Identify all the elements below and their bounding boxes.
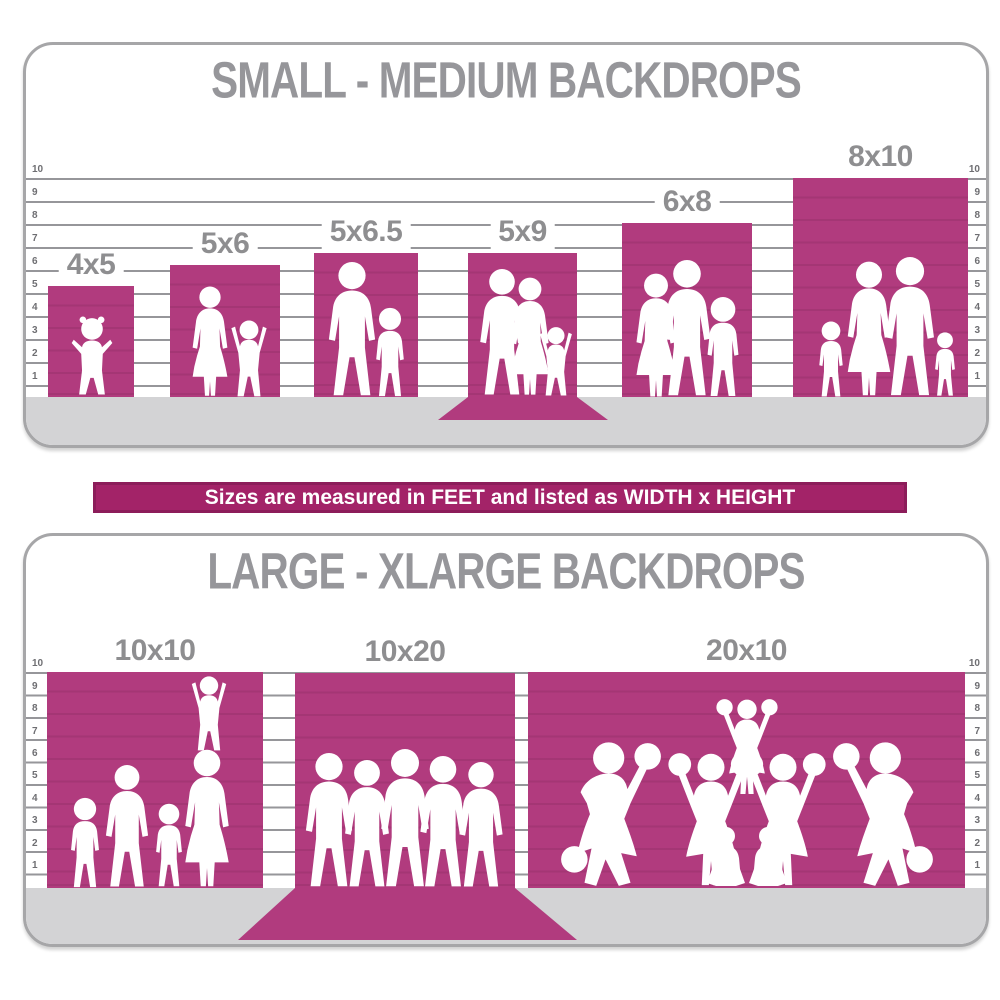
- ruler-tick: 1: [32, 371, 38, 382]
- ruler-tick: 4: [974, 792, 980, 804]
- ruler-tick: 9: [32, 680, 38, 692]
- ruler-tick: 10: [32, 658, 44, 670]
- ruler-tick: 7: [32, 233, 38, 244]
- floor-sweep-10x20: [238, 888, 577, 940]
- size-label-20x10: 20x10: [698, 636, 795, 668]
- ruler-tick: 10: [968, 658, 980, 670]
- ruler-tick: 8: [32, 210, 38, 221]
- ruler-tick: 2: [974, 348, 980, 359]
- size-label-5x9: 5x9: [490, 217, 555, 249]
- ruler-tick: 8: [974, 703, 980, 715]
- ruler-tick: 9: [32, 187, 38, 198]
- ruler-tick: 2: [32, 837, 38, 849]
- backdrop-bar-5x9: 5x9: [468, 217, 577, 397]
- cheerleader-squad-silhouette: [561, 699, 933, 886]
- group-of-men-silhouette: [305, 749, 503, 887]
- size-label-5x6: 5x6: [192, 229, 258, 261]
- backdrop-bar-5x6-5: 5x6.5: [314, 217, 418, 397]
- left-ruler-small-medium: 10 9 8 7 6 5 4 3 2 1: [32, 155, 54, 385]
- father-son-silhouette: [328, 262, 404, 397]
- ruler-tick: 6: [974, 256, 980, 267]
- ruler-tick: 3: [32, 815, 38, 827]
- ruler-tick: 5: [32, 770, 38, 782]
- ruler-tick: 9: [974, 680, 980, 692]
- ruler-tick: 4: [32, 302, 38, 313]
- ruler-tick: 3: [32, 325, 38, 336]
- floor-sweep-5x9: [438, 397, 608, 420]
- backdrop-bar-6x8: 6x8: [622, 187, 752, 397]
- large-xlarge-panel: LARGE - XLARGE BACKDROPS 10 9 8 7 6 5 4 3 2 1 10 9…: [23, 533, 989, 947]
- size-label-4x5: 4x5: [58, 250, 124, 282]
- size-label-6x8: 6x8: [654, 187, 720, 219]
- ruler-tick: 8: [974, 210, 980, 221]
- ruler-tick: 5: [32, 279, 38, 290]
- mother-child-silhouette: [192, 286, 267, 397]
- size-label-5x6-5: 5x6.5: [321, 217, 411, 249]
- ruler-tick: 10: [32, 164, 44, 175]
- right-ruler-large-xlarge: 10 9 8 7 6 5 4 3 2 1: [958, 650, 980, 874]
- ruler-tick: 6: [32, 256, 38, 267]
- size-label-10x20: 10x20: [356, 637, 454, 669]
- units-banner: Sizes are measured in FEET and listed as…: [93, 482, 907, 513]
- backdrop-bar-4x5: 4x5: [48, 250, 134, 397]
- ruler-tick: 4: [974, 302, 980, 313]
- ruler-tick: 6: [974, 747, 980, 759]
- ruler-tick: 7: [32, 725, 38, 737]
- family-of-four-silhouette: [819, 257, 955, 397]
- ruler-tick: 3: [974, 325, 980, 336]
- ruler-tick: 7: [974, 233, 980, 244]
- backdrop-bar-10x10: 10x10: [47, 636, 263, 888]
- ruler-tick: 5: [974, 770, 980, 782]
- family-group-silhouette: [71, 676, 229, 888]
- units-banner-text: Sizes are measured in FEET and listed as…: [204, 485, 796, 509]
- ruler-tick: 10: [968, 164, 980, 175]
- ruler-tick: 6: [32, 747, 38, 759]
- small-medium-panel: SMALL - MEDIUM BACKDROPS 10 9 8 7 6 5 4 3 2 1 10 9…: [23, 42, 989, 448]
- ruler-tick: 5: [974, 279, 980, 290]
- size-label-8x10: 8x10: [840, 142, 921, 174]
- ruler-tick: 4: [32, 792, 38, 804]
- ruler-tick: 1: [32, 859, 38, 871]
- ruler-tick: 2: [974, 837, 980, 849]
- ruler-tick: 3: [974, 815, 980, 827]
- large-xlarge-title: LARGE - XLARGE BACKDROPS: [207, 542, 805, 600]
- family-silhouette: [480, 269, 572, 396]
- backdrop-bar-20x10: 20x10: [528, 636, 965, 888]
- small-medium-title: SMALL - MEDIUM BACKDROPS: [211, 51, 802, 109]
- family-of-three-silhouette: [636, 260, 739, 397]
- right-ruler-small-medium: 10 9 8 7 6 5 4 3 2 1: [958, 155, 980, 385]
- ruler-tick: 9: [974, 187, 980, 198]
- ruler-tick: 7: [974, 725, 980, 737]
- ruler-tick: 8: [32, 703, 38, 715]
- ruler-tick: 2: [32, 348, 38, 359]
- backdrop-bar-10x20: 10x20: [295, 637, 515, 888]
- backdrop-bar-8x10: 8x10: [793, 142, 968, 397]
- size-label-10x10: 10x10: [106, 636, 204, 668]
- ruler-tick: 1: [974, 371, 980, 382]
- left-ruler-large-xlarge: 10 9 8 7 6 5 4 3 2 1: [32, 650, 54, 874]
- backdrop-bar-5x6: 5x6: [170, 229, 280, 397]
- ruler-tick: 1: [974, 859, 980, 871]
- toddler-silhouette: [71, 316, 113, 395]
